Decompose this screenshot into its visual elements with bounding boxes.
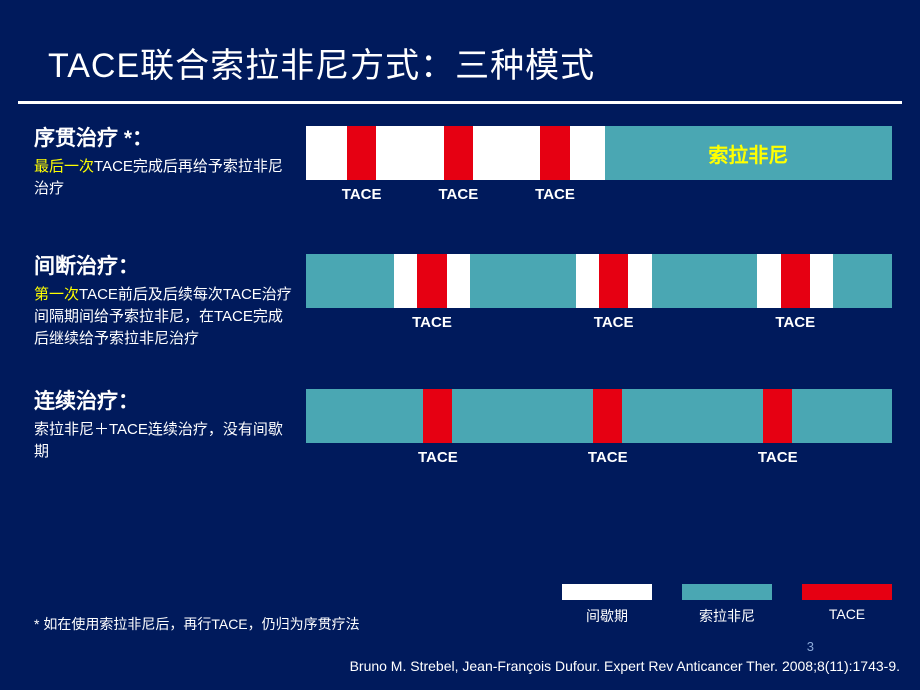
segment <box>473 126 540 180</box>
row-text: 第一次TACE前后及后续每次TACE治疗间隔期间给予索拉非尼，在TACE完成后继… <box>34 284 296 349</box>
legend-swatch <box>682 584 772 600</box>
segment <box>757 254 780 308</box>
segment <box>417 254 446 308</box>
citation: Bruno M. Strebel, Jean-François Dufour. … <box>350 658 900 674</box>
segment <box>444 126 473 180</box>
legend-swatch <box>802 584 892 600</box>
segment <box>781 254 810 308</box>
segment <box>628 254 651 308</box>
legend-label: 间歇期 <box>586 606 628 626</box>
slide-number: 3 <box>807 639 814 654</box>
row-title: 序贯治疗 *： <box>34 122 296 152</box>
row-text: 最后一次TACE完成后再给予索拉非尼治疗 <box>34 156 296 200</box>
axis-label: TACE <box>438 186 478 203</box>
row-description: 间断治疗： 第一次TACE前后及后续每次TACE治疗间隔期间给予索拉非尼，在TAC… <box>34 250 306 349</box>
content-area: 序贯治疗 *：最后一次TACE完成后再给予索拉非尼治疗索拉非尼TACETACET… <box>0 104 920 477</box>
legend-item: 间歇期 <box>562 584 652 626</box>
timeline-bar <box>306 389 892 443</box>
legend-label: 索拉非尼 <box>699 606 755 626</box>
segment <box>452 389 593 443</box>
row-title: 间断治疗： <box>34 250 296 280</box>
row-description: 序贯治疗 *： 最后一次TACE完成后再给予索拉非尼治疗 <box>34 122 306 214</box>
segment <box>622 389 763 443</box>
segment <box>599 254 628 308</box>
segment <box>347 126 376 180</box>
segment <box>447 254 470 308</box>
axis-label: TACE <box>418 449 458 466</box>
axis-label: TACE <box>588 449 628 466</box>
segment <box>306 254 394 308</box>
treatment-row: 连续治疗： 索拉非尼＋TACE连续治疗，没有间歇期 TACE TACE TACE <box>34 385 892 477</box>
timeline-bar: 索拉非尼 <box>306 126 892 180</box>
legend: 间歇期 索拉非尼 TACE <box>562 584 892 626</box>
timeline-bar <box>306 254 892 308</box>
legend-item: 索拉非尼 <box>682 584 772 626</box>
slide-title: TACE联合索拉非尼方式：三种模式 <box>0 0 920 101</box>
segment <box>540 126 569 180</box>
row-title: 连续治疗： <box>34 385 296 415</box>
segment <box>833 254 892 308</box>
highlight-text: 第一次 <box>34 286 79 303</box>
chart-wrap: 索拉非尼 TACE TACE TACE <box>306 122 892 214</box>
rest-text: 索拉非尼＋TACE连续治疗，没有间歇期 <box>34 421 283 460</box>
highlight-text: 最后一次 <box>34 158 94 175</box>
segment: 索拉非尼 <box>605 126 892 180</box>
axis-label: TACE <box>594 314 634 331</box>
axis-label: TACE <box>412 314 452 331</box>
legend-label: TACE <box>829 606 865 622</box>
segment <box>376 126 443 180</box>
segment <box>810 254 833 308</box>
legend-item: TACE <box>802 584 892 622</box>
segment <box>576 254 599 308</box>
axis-labels: TACE TACE TACE <box>306 186 892 214</box>
axis-label: TACE <box>342 186 382 203</box>
legend-swatch <box>562 584 652 600</box>
sorafenib-label: 索拉非尼 <box>708 139 788 168</box>
segment <box>306 389 423 443</box>
axis-labels: TACE TACE TACE <box>306 449 892 477</box>
axis-labels: TACE TACE TACE <box>306 314 892 342</box>
treatment-row: 序贯治疗 *：最后一次TACE完成后再给予索拉非尼治疗索拉非尼TACETACET… <box>34 122 892 214</box>
row-description: 连续治疗： 索拉非尼＋TACE连续治疗，没有间歇期 <box>34 385 306 477</box>
segment <box>570 126 605 180</box>
row-text: 索拉非尼＋TACE连续治疗，没有间歇期 <box>34 419 296 463</box>
segment <box>470 254 575 308</box>
segment <box>593 389 622 443</box>
segment <box>306 126 347 180</box>
segment <box>394 254 417 308</box>
treatment-row: 间断治疗： 第一次TACE前后及后续每次TACE治疗间隔期间给予索拉非尼，在TAC… <box>34 250 892 349</box>
segment <box>763 389 792 443</box>
axis-label: TACE <box>535 186 575 203</box>
segment <box>423 389 452 443</box>
chart-wrap: TACE TACE TACE <box>306 250 892 349</box>
segment <box>792 389 892 443</box>
axis-label: TACE <box>758 449 798 466</box>
segment <box>652 254 757 308</box>
footnote: * 如在使用索拉非尼后，再行TACE，仍归为序贯疗法 <box>34 614 360 634</box>
axis-label: TACE <box>775 314 815 331</box>
chart-wrap: TACE TACE TACE <box>306 385 892 477</box>
